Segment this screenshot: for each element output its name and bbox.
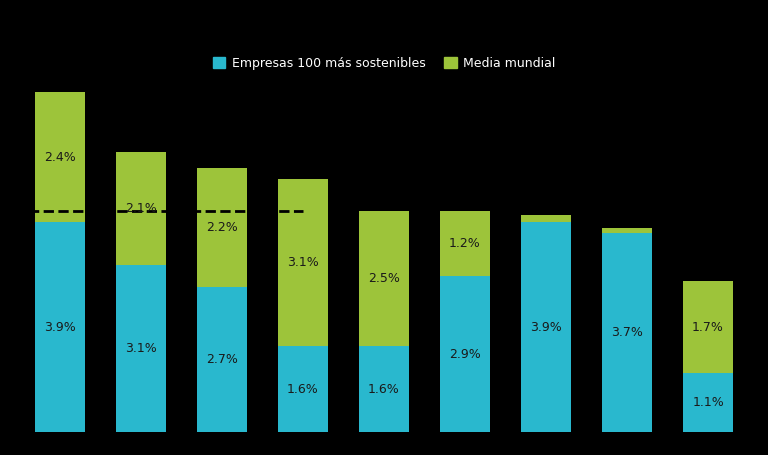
- Bar: [521, 222, 571, 432]
- Bar: [602, 233, 652, 432]
- Bar: [440, 211, 490, 276]
- Bar: [197, 168, 247, 287]
- Text: 3.9%: 3.9%: [530, 320, 562, 334]
- Text: 3.1%: 3.1%: [287, 256, 319, 269]
- Bar: [35, 222, 85, 432]
- Bar: [116, 152, 166, 265]
- Text: 3.7%: 3.7%: [611, 326, 643, 339]
- Text: 2.2%: 2.2%: [206, 221, 238, 234]
- Bar: [359, 211, 409, 346]
- Text: 2.5%: 2.5%: [368, 272, 400, 285]
- Bar: [521, 215, 571, 222]
- Bar: [602, 228, 652, 233]
- Text: 1.6%: 1.6%: [368, 383, 400, 395]
- Bar: [683, 281, 733, 373]
- Text: 3.1%: 3.1%: [125, 342, 157, 355]
- Legend: Empresas 100 más sostenibles, Media mundial: Empresas 100 más sostenibles, Media mund…: [209, 53, 559, 74]
- Text: 2.4%: 2.4%: [44, 151, 76, 164]
- Text: 1.2%: 1.2%: [449, 237, 481, 250]
- Bar: [116, 265, 166, 432]
- Bar: [683, 373, 733, 432]
- Bar: [35, 92, 85, 222]
- Text: 2.7%: 2.7%: [206, 353, 238, 366]
- Bar: [278, 179, 328, 346]
- Text: 1.6%: 1.6%: [287, 383, 319, 395]
- Bar: [440, 276, 490, 432]
- Text: 2.1%: 2.1%: [125, 202, 157, 215]
- Bar: [359, 346, 409, 432]
- Bar: [197, 287, 247, 432]
- Text: 1.7%: 1.7%: [692, 320, 724, 334]
- Text: 1.1%: 1.1%: [692, 396, 724, 409]
- Text: 2.9%: 2.9%: [449, 348, 481, 360]
- Bar: [278, 346, 328, 432]
- Text: 3.9%: 3.9%: [44, 320, 76, 334]
